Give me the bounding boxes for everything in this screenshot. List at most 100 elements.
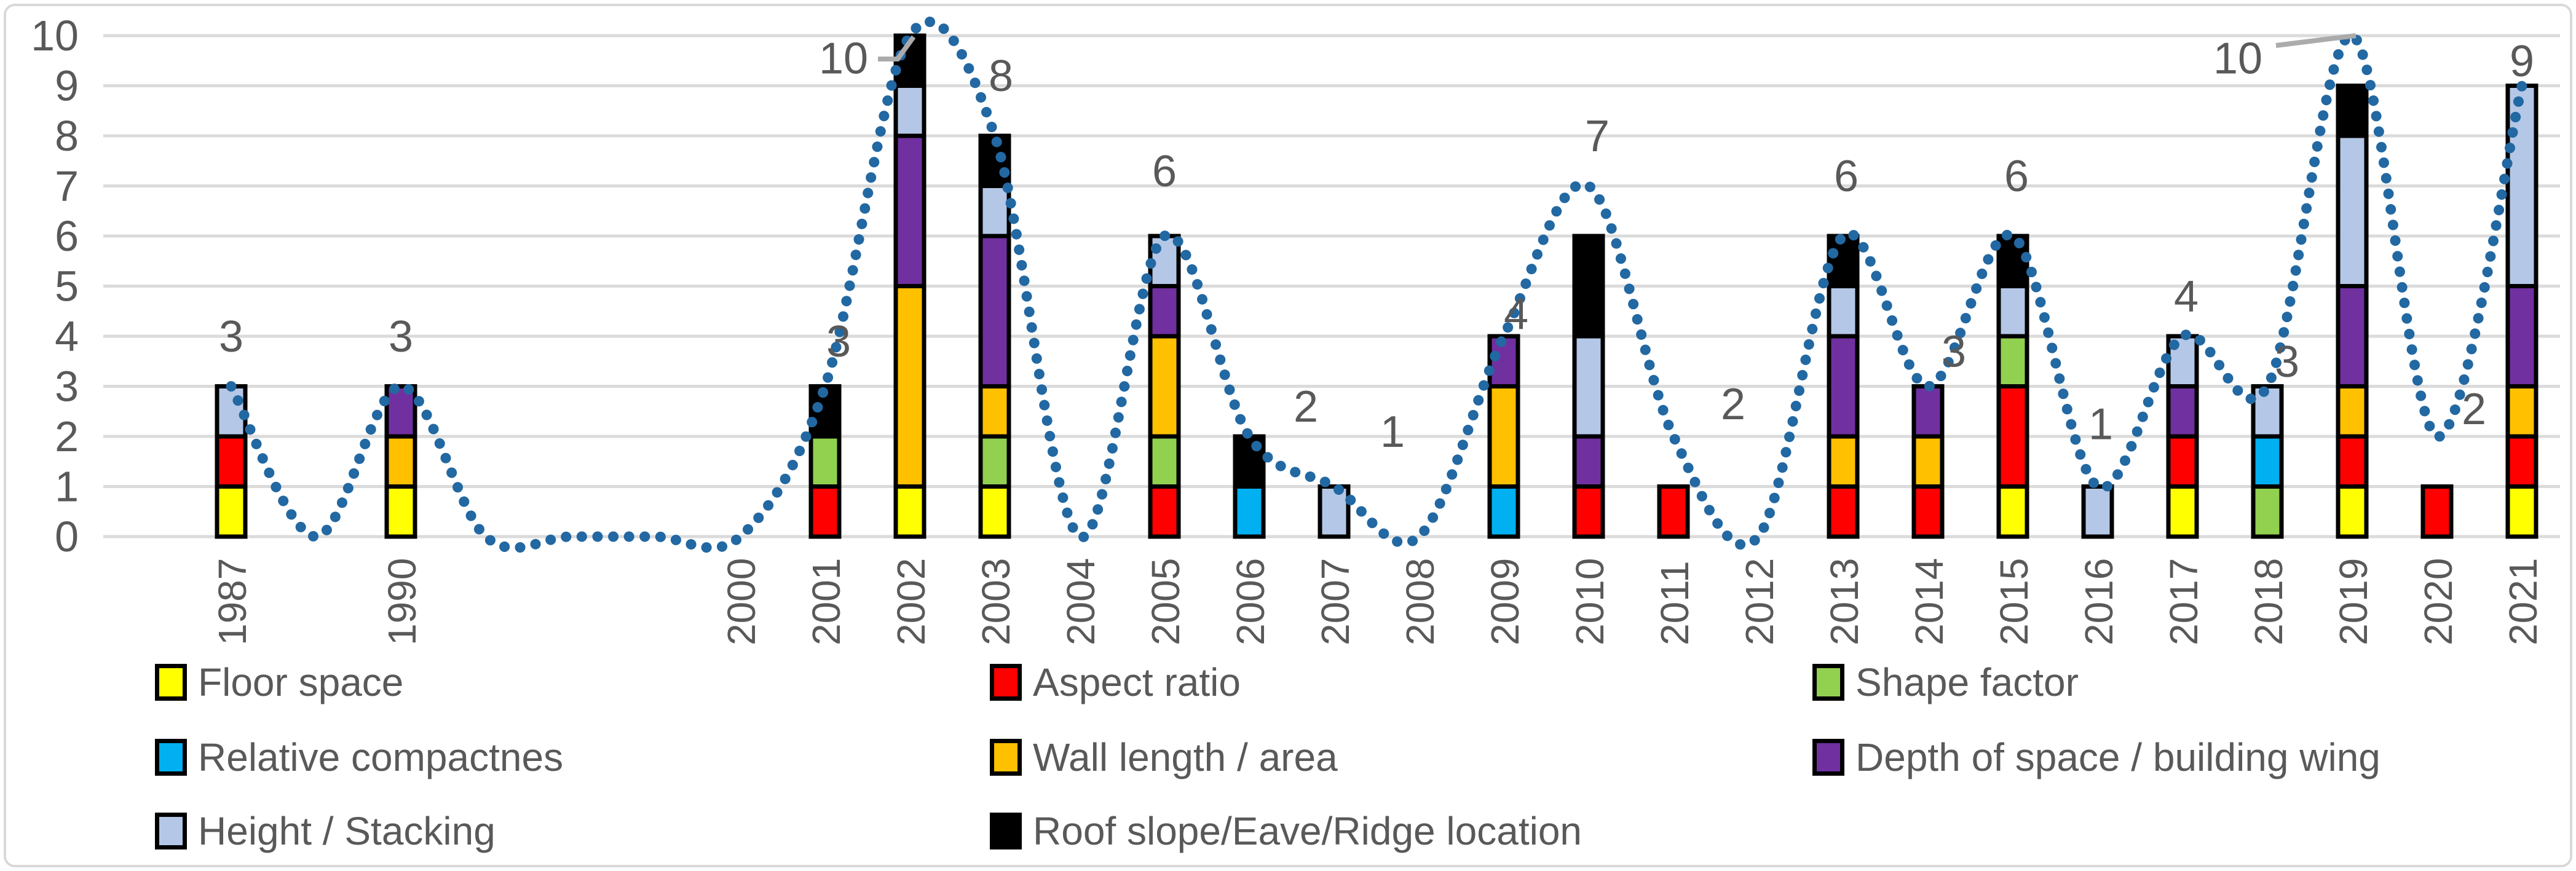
data-label: 2 <box>1294 382 1318 432</box>
x-tick-label: 2007 <box>1313 558 1357 645</box>
bar-segment-floor_space <box>384 484 417 539</box>
bar-segment-aspect_ratio <box>1911 484 1945 539</box>
bar-segment-shape_factor <box>808 434 842 489</box>
data-label: 1 <box>1380 408 1405 457</box>
data-label: 6 <box>2004 152 2029 201</box>
data-label: 3 <box>219 312 243 361</box>
data-label: 10 <box>819 34 868 84</box>
bar-segment-depth_of_space <box>1572 434 1605 489</box>
x-tick-label: 2012 <box>1737 558 1782 645</box>
bar-2016 <box>2081 484 2114 539</box>
data-label: 1 <box>2088 400 2113 449</box>
x-tick-label: 2018 <box>2246 558 2291 645</box>
bar-segment-height_stacking <box>2336 133 2369 288</box>
bar-segment-depth_of_space <box>893 133 926 288</box>
data-label: 7 <box>1585 112 1610 161</box>
data-label: 3 <box>2275 337 2299 387</box>
bar-segment-aspect_ratio <box>1996 384 2029 489</box>
bar-segment-depth_of_space <box>1148 284 1181 339</box>
x-tick-label: 2019 <box>2331 558 2376 645</box>
bar-segment-roof_slope <box>2336 84 2369 138</box>
bar-segment-height_stacking <box>893 84 926 138</box>
bar-segment-height_stacking <box>978 184 1011 238</box>
y-tick-label: 1 <box>55 463 79 511</box>
leader-2002 <box>878 35 916 61</box>
x-tick-label: 2015 <box>1992 558 2036 645</box>
bar-segment-aspect_ratio <box>2166 434 2199 489</box>
bar-2019 <box>2336 84 2369 539</box>
bar-segment-roof_slope <box>1572 234 1605 339</box>
bar-segment-floor_space <box>215 484 248 539</box>
x-tick-label: 1987 <box>210 558 255 645</box>
data-label: 2 <box>2462 385 2486 434</box>
bar-segment-aspect_ratio <box>1572 484 1605 539</box>
bar-2013 <box>1827 234 1860 539</box>
x-tick-label: 2002 <box>889 558 933 645</box>
x-tick-label: 2016 <box>2077 558 2121 645</box>
bar-segment-shape_factor <box>978 434 1011 489</box>
data-label: 8 <box>989 52 1013 101</box>
bar-segment-aspect_ratio <box>1657 484 1690 539</box>
x-tick-label: 1990 <box>380 558 424 645</box>
bar-2009 <box>1487 334 1520 539</box>
bar-2015 <box>1996 234 2029 539</box>
bar-segment-height_stacking <box>1827 284 1860 339</box>
bar-1987 <box>215 384 248 539</box>
bar-2005 <box>1148 234 1181 539</box>
bar-2017 <box>2166 334 2199 539</box>
bar-segment-aspect_ratio <box>808 484 842 539</box>
bar-2011 <box>1657 484 1690 539</box>
bar-segment-wall_length_area <box>384 434 417 489</box>
data-label: 9 <box>2510 37 2534 86</box>
bar-segment-depth_of_space <box>1827 334 1860 439</box>
bar-2014 <box>1911 384 1945 539</box>
x-tick-label: 2006 <box>1228 558 1273 645</box>
bar-segment-wall_length_area <box>1911 434 1945 489</box>
bar-segment-wall_length_area <box>1148 334 1181 439</box>
dotted-trend-line <box>226 17 2527 553</box>
y-tick-label: 7 <box>55 162 79 210</box>
bar-segment-aspect_ratio <box>2336 434 2369 489</box>
bar-segment-floor_space <box>2166 484 2199 539</box>
x-tick-label: 2021 <box>2501 558 2545 645</box>
x-tick-label: 2010 <box>1568 558 1612 645</box>
y-tick-label: 6 <box>55 212 79 260</box>
data-label: 3 <box>1942 327 1966 376</box>
bar-segment-wall_length_area <box>1827 434 1860 489</box>
bar-2018 <box>2251 384 2284 539</box>
bar-segment-depth_of_space <box>2336 284 2369 388</box>
x-tick-label: 2013 <box>1822 558 1867 645</box>
bar-segment-aspect_ratio <box>1827 484 1860 539</box>
bar-segment-aspect_ratio <box>1148 484 1181 539</box>
bar-segment-depth_of_space <box>384 384 417 439</box>
bar-1990 <box>384 384 417 539</box>
bar-segment-depth_of_space <box>978 234 1011 388</box>
bar-segment-wall_length_area <box>893 284 926 489</box>
bar-segment-floor_space <box>978 484 1011 539</box>
data-label: 3 <box>826 317 851 366</box>
bar-2021 <box>2505 84 2538 539</box>
x-tick-label: 2003 <box>974 558 1018 645</box>
y-tick-label: 9 <box>55 62 79 110</box>
bar-2003 <box>978 133 1011 539</box>
bar-segment-aspect_ratio <box>2420 484 2454 539</box>
bar-2020 <box>2420 484 2454 539</box>
bar-segment-height_stacking <box>1318 484 1351 539</box>
bar-segment-depth_of_space <box>2505 284 2538 388</box>
bar-segment-floor_space <box>2336 484 2369 539</box>
bar-segment-wall_length_area <box>1487 384 1520 489</box>
bar-segment-wall_length_area <box>978 384 1011 439</box>
bar-segment-height_stacking <box>1572 334 1605 439</box>
bar-segment-relative_compactnes <box>1487 484 1520 539</box>
data-label: 10 <box>2213 34 2262 84</box>
bar-segment-depth_of_space <box>2166 384 2199 439</box>
bar-2010 <box>1572 234 1605 539</box>
x-tick-label: 2011 <box>1653 561 1697 645</box>
bar-segment-depth_of_space <box>1911 384 1945 439</box>
bar-segment-shape_factor <box>2251 484 2284 539</box>
y-tick-label: 3 <box>55 363 79 411</box>
bar-segment-shape_factor <box>1996 334 2029 388</box>
bar-segment-height_stacking <box>2505 84 2538 288</box>
bar-segment-shape_factor <box>1148 434 1181 489</box>
